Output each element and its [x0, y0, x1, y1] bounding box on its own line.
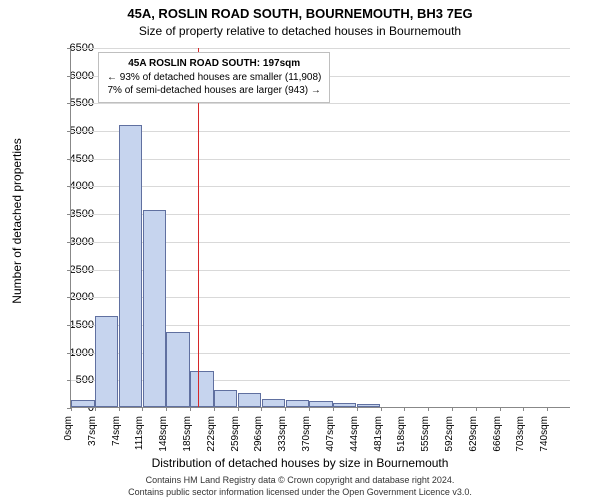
x-tick-label: 629sqm [468, 416, 479, 452]
histogram-bar [190, 371, 213, 407]
chart-subtitle: Size of property relative to detached ho… [0, 24, 600, 38]
footer-copyright: Contains HM Land Registry data © Crown c… [0, 475, 600, 486]
histogram-bar [143, 210, 166, 407]
x-tick-label: 259sqm [230, 416, 241, 452]
x-tick-label: 481sqm [373, 416, 384, 452]
legend-box: 45A ROSLIN ROAD SOUTH: 197sqm ← 93% of d… [98, 52, 330, 103]
x-tick-label: 518sqm [396, 416, 407, 452]
legend-title: 45A ROSLIN ROAD SOUTH: 197sqm [107, 57, 321, 71]
x-tick-label: 296sqm [253, 416, 264, 452]
histogram-bar [71, 400, 94, 407]
x-tick-label: 74sqm [111, 416, 122, 446]
x-tick-label: 444sqm [349, 416, 360, 452]
histogram-bar [214, 390, 237, 407]
x-tick-label: 740sqm [539, 416, 550, 452]
x-tick-label: 666sqm [492, 416, 503, 452]
chart-title: 45A, ROSLIN ROAD SOUTH, BOURNEMOUTH, BH3… [0, 6, 600, 21]
histogram-bar [333, 403, 356, 407]
histogram-bar [262, 399, 285, 407]
x-tick-label: 370sqm [301, 416, 312, 452]
x-tick-label: 111sqm [134, 416, 145, 450]
histogram-bar [309, 401, 332, 407]
x-tick-label: 148sqm [158, 416, 169, 452]
x-tick-label: 407sqm [325, 416, 336, 452]
histogram-bar [286, 400, 309, 407]
legend-line-larger: 7% of semi-detached houses are larger (9… [107, 84, 321, 98]
x-tick-label: 555sqm [420, 416, 431, 452]
footer-licence: Contains public sector information licen… [0, 487, 600, 498]
x-tick-label: 37sqm [87, 416, 98, 446]
x-tick-label: 185sqm [182, 416, 193, 452]
x-tick-label: 333sqm [277, 416, 288, 452]
legend-line-smaller: ← 93% of detached houses are smaller (11… [107, 71, 321, 85]
x-tick-label: 592sqm [444, 416, 455, 452]
x-tick-label: 703sqm [515, 416, 526, 452]
y-axis-label: Number of detached properties [10, 56, 24, 221]
x-tick-label: 222sqm [206, 416, 217, 452]
histogram-bar [238, 393, 261, 407]
histogram-bar [166, 332, 189, 407]
histogram-bar [95, 316, 118, 407]
x-tick-label: 0sqm [63, 416, 74, 440]
histogram-bar [119, 125, 142, 407]
histogram-bar [357, 404, 380, 407]
x-axis-label: Distribution of detached houses by size … [0, 456, 600, 470]
